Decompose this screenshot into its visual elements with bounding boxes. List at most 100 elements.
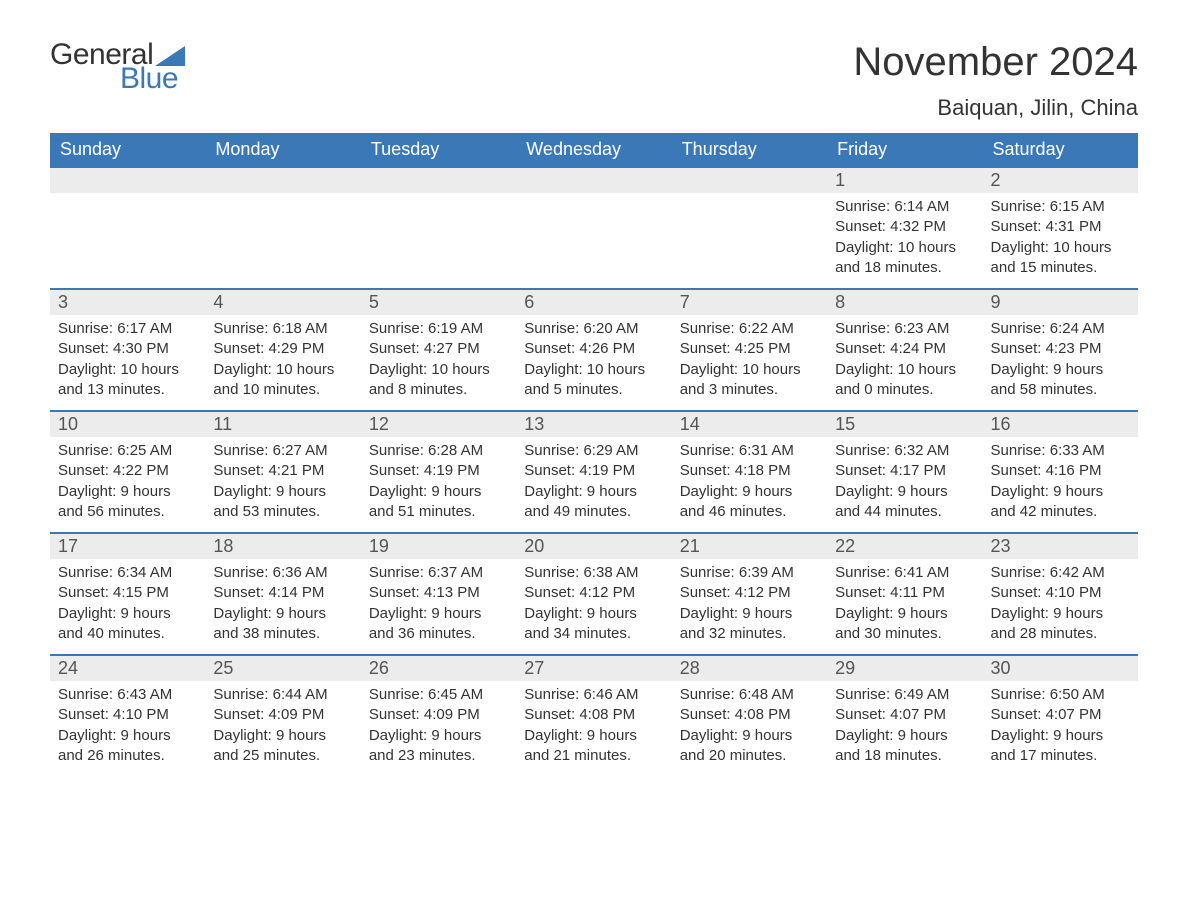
sunrise-line: Sunrise: 6:48 AM [680, 685, 819, 705]
logo: General Blue [50, 40, 185, 94]
day-details: Sunrise: 6:42 AMSunset: 4:10 PMDaylight:… [983, 559, 1138, 654]
sunrise-label: Sunrise: [991, 442, 1050, 459]
day-details: Sunrise: 6:36 AMSunset: 4:14 PMDaylight:… [205, 559, 360, 654]
day-number: 5 [361, 288, 516, 315]
sunset-value: 4:07 PM [1046, 706, 1102, 723]
sunset-line: Sunset: 4:25 PM [680, 339, 819, 359]
day-details: Sunrise: 6:34 AMSunset: 4:15 PMDaylight:… [50, 559, 205, 654]
sunset-line: Sunset: 4:13 PM [369, 583, 508, 603]
sunrise-label: Sunrise: [58, 442, 117, 459]
daylight-line: Daylight: 9 hours and 28 minutes. [991, 604, 1130, 645]
sunset-label: Sunset: [835, 340, 890, 357]
calendar-day: 4Sunrise: 6:18 AMSunset: 4:29 PMDaylight… [205, 288, 360, 410]
daylight-label: Daylight: [369, 605, 432, 622]
day-details: Sunrise: 6:18 AMSunset: 4:29 PMDaylight:… [205, 315, 360, 410]
sunset-line: Sunset: 4:10 PM [991, 583, 1130, 603]
day-details [50, 193, 205, 283]
day-details: Sunrise: 6:23 AMSunset: 4:24 PMDaylight:… [827, 315, 982, 410]
sunrise-line: Sunrise: 6:24 AM [991, 319, 1130, 339]
sunset-label: Sunset: [213, 584, 268, 601]
day-number [205, 166, 360, 193]
location-subtitle: Baiquan, Jilin, China [853, 95, 1138, 121]
calendar-day: 16Sunrise: 6:33 AMSunset: 4:16 PMDayligh… [983, 410, 1138, 532]
daylight-label: Daylight: [835, 483, 898, 500]
daylight-label: Daylight: [58, 483, 121, 500]
daylight-line: Daylight: 9 hours and 23 minutes. [369, 726, 508, 767]
daylight-line: Daylight: 10 hours and 3 minutes. [680, 360, 819, 401]
day-details: Sunrise: 6:31 AMSunset: 4:18 PMDaylight:… [672, 437, 827, 532]
sunset-value: 4:23 PM [1046, 340, 1102, 357]
weekday-header-cell: Tuesday [361, 133, 516, 166]
day-number: 20 [516, 532, 671, 559]
sunrise-line: Sunrise: 6:23 AM [835, 319, 974, 339]
sunrise-value: 6:22 AM [739, 320, 794, 337]
daylight-line: Daylight: 10 hours and 10 minutes. [213, 360, 352, 401]
calendar-week-row: 1Sunrise: 6:14 AMSunset: 4:32 PMDaylight… [50, 166, 1138, 288]
sunrise-line: Sunrise: 6:27 AM [213, 441, 352, 461]
weekday-header-cell: Sunday [50, 133, 205, 166]
calendar-day: 18Sunrise: 6:36 AMSunset: 4:14 PMDayligh… [205, 532, 360, 654]
sunrise-label: Sunrise: [991, 198, 1050, 215]
day-details: Sunrise: 6:45 AMSunset: 4:09 PMDaylight:… [361, 681, 516, 776]
sunset-label: Sunset: [835, 706, 890, 723]
day-number: 26 [361, 654, 516, 681]
sunset-line: Sunset: 4:31 PM [991, 217, 1130, 237]
daylight-label: Daylight: [524, 605, 587, 622]
day-details: Sunrise: 6:15 AMSunset: 4:31 PMDaylight:… [983, 193, 1138, 288]
sunset-value: 4:19 PM [579, 462, 635, 479]
sunrise-label: Sunrise: [680, 686, 739, 703]
day-number [516, 166, 671, 193]
sunrise-label: Sunrise: [991, 564, 1050, 581]
sunrise-line: Sunrise: 6:17 AM [58, 319, 197, 339]
sunset-label: Sunset: [213, 340, 268, 357]
sunset-label: Sunset: [835, 462, 890, 479]
day-details: Sunrise: 6:27 AMSunset: 4:21 PMDaylight:… [205, 437, 360, 532]
sunset-value: 4:21 PM [268, 462, 324, 479]
daylight-label: Daylight: [369, 361, 432, 378]
sunset-label: Sunset: [213, 462, 268, 479]
sunset-value: 4:07 PM [890, 706, 946, 723]
daylight-line: Daylight: 9 hours and 32 minutes. [680, 604, 819, 645]
daylight-label: Daylight: [524, 483, 587, 500]
day-number: 10 [50, 410, 205, 437]
day-details [672, 193, 827, 283]
sunset-value: 4:26 PM [579, 340, 635, 357]
header: General Blue November 2024 Baiquan, Jili… [50, 40, 1138, 121]
sunrise-line: Sunrise: 6:43 AM [58, 685, 197, 705]
sunset-line: Sunset: 4:21 PM [213, 461, 352, 481]
day-details: Sunrise: 6:49 AMSunset: 4:07 PMDaylight:… [827, 681, 982, 776]
daylight-label: Daylight: [213, 605, 276, 622]
sunrise-value: 6:28 AM [428, 442, 483, 459]
sunrise-value: 6:44 AM [273, 686, 328, 703]
daylight-line: Daylight: 9 hours and 56 minutes. [58, 482, 197, 523]
calendar-day: 8Sunrise: 6:23 AMSunset: 4:24 PMDaylight… [827, 288, 982, 410]
sunset-label: Sunset: [524, 584, 579, 601]
weekday-header-row: SundayMondayTuesdayWednesdayThursdayFrid… [50, 133, 1138, 166]
sunrise-label: Sunrise: [58, 564, 117, 581]
daylight-line: Daylight: 9 hours and 17 minutes. [991, 726, 1130, 767]
sunrise-line: Sunrise: 6:34 AM [58, 563, 197, 583]
sunrise-line: Sunrise: 6:19 AM [369, 319, 508, 339]
daylight-label: Daylight: [524, 727, 587, 744]
sunset-label: Sunset: [680, 462, 735, 479]
sunset-value: 4:12 PM [735, 584, 791, 601]
calendar-day: 20Sunrise: 6:38 AMSunset: 4:12 PMDayligh… [516, 532, 671, 654]
sunrise-label: Sunrise: [680, 442, 739, 459]
day-details [516, 193, 671, 283]
logo-word-blue: Blue [120, 64, 185, 94]
sunrise-line: Sunrise: 6:20 AM [524, 319, 663, 339]
sunset-value: 4:16 PM [1046, 462, 1102, 479]
sunset-line: Sunset: 4:15 PM [58, 583, 197, 603]
sunset-value: 4:10 PM [1046, 584, 1102, 601]
sunrise-line: Sunrise: 6:32 AM [835, 441, 974, 461]
day-number: 19 [361, 532, 516, 559]
day-details: Sunrise: 6:20 AMSunset: 4:26 PMDaylight:… [516, 315, 671, 410]
daylight-line: Daylight: 9 hours and 25 minutes. [213, 726, 352, 767]
calendar-day: 29Sunrise: 6:49 AMSunset: 4:07 PMDayligh… [827, 654, 982, 776]
calendar-day: 19Sunrise: 6:37 AMSunset: 4:13 PMDayligh… [361, 532, 516, 654]
day-number: 21 [672, 532, 827, 559]
sunrise-line: Sunrise: 6:38 AM [524, 563, 663, 583]
sunset-line: Sunset: 4:23 PM [991, 339, 1130, 359]
daylight-label: Daylight: [680, 483, 743, 500]
sunset-label: Sunset: [213, 706, 268, 723]
